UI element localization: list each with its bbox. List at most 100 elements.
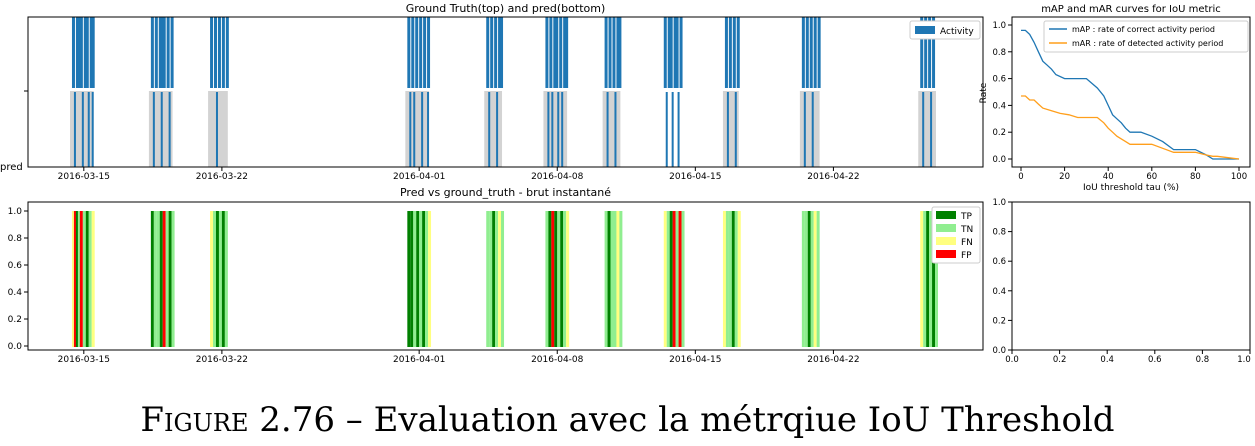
confusion-segment-tn <box>810 211 814 347</box>
confusion-segment-tn <box>923 211 927 347</box>
empty-ytick-label: 0.6 <box>992 257 1006 267</box>
confusion-segment-tn <box>153 211 157 347</box>
ground-truth-bar <box>667 17 671 88</box>
pred-bar <box>409 92 412 167</box>
confusion-segment-tn <box>419 211 423 347</box>
metrics-ytick-label: 1.0 <box>992 21 1006 31</box>
ground-truth-bar <box>498 17 502 88</box>
pred-bar <box>168 92 171 167</box>
confusion-segment-tn <box>935 211 939 347</box>
metrics-ytick-label: 0.6 <box>992 75 1006 85</box>
confusion-segment-fn <box>722 211 726 347</box>
metrics-title: mAP and mAR curves for IoU metric <box>1041 4 1221 15</box>
confusion-segment-tn <box>563 211 567 347</box>
confusion-segment-tp <box>731 211 735 347</box>
confusion-frame <box>27 201 984 351</box>
ground-truth-bar <box>805 17 809 88</box>
confusion-segment-fp <box>678 211 682 347</box>
confusion-segment-tp <box>407 211 411 347</box>
legend-activity-swatch <box>915 26 935 34</box>
ground-truth-bar <box>545 17 549 88</box>
empty-ytick-label: 1.0 <box>992 198 1006 208</box>
confusion-segment-tp <box>926 211 930 347</box>
caption-prefix: Figure 2.76 <box>140 400 335 440</box>
confusion-segment-tn <box>82 211 86 347</box>
confusion-xtick-label: 2016-03-15 <box>58 355 110 365</box>
figure-caption: Figure 2.76 – Evaluation avec la métrqiu… <box>0 400 1255 440</box>
ground-truth-bar <box>411 17 415 88</box>
pred-bar <box>81 92 84 167</box>
legend-fp-swatch <box>936 250 956 258</box>
confusion-xtick-label: 2016-04-08 <box>531 355 584 365</box>
confusion-segment-tp <box>85 211 89 347</box>
ground-truth-bar <box>928 17 932 88</box>
confusion-segment-tn <box>725 211 729 347</box>
confusion-ytick-label: 1.0 <box>8 207 23 217</box>
pred-bar <box>73 92 76 167</box>
timeline-legend-box <box>909 20 981 40</box>
figure-canvas: Ground Truth(top) and pred(bottom) pred Ac… <box>0 2 1251 365</box>
confusion-segment-fn <box>737 211 741 347</box>
pred-bar <box>87 92 90 167</box>
ground-truth-bar <box>494 17 498 88</box>
metrics-ytick-label: 0.8 <box>992 48 1006 58</box>
ground-truth-bar <box>150 17 154 88</box>
pred-bar <box>671 92 674 167</box>
confusion-segment-tn <box>929 211 933 347</box>
confusion-segment-tn <box>816 211 820 347</box>
ground-truth-bar <box>210 17 214 88</box>
ground-truth-bar <box>604 17 608 88</box>
metrics-ytick-label: 0.2 <box>992 128 1006 138</box>
legend-fn-label: FN <box>961 238 973 248</box>
pred-bar <box>427 92 430 167</box>
ground-truth-bar <box>673 17 677 88</box>
confusion-segment-tp <box>159 211 163 347</box>
ground-truth-bar <box>924 17 928 88</box>
ground-truth-bar <box>166 17 170 88</box>
confusion-segment-tn <box>77 211 81 347</box>
pred-bar <box>557 92 560 167</box>
confusion-segment-tn <box>681 211 685 347</box>
legend-mAP-label: mAP : rate of correct activity period <box>1072 25 1215 34</box>
ground-truth-bar <box>563 17 567 88</box>
ground-truth-bar <box>553 17 557 88</box>
ground-truth-bar <box>486 17 490 88</box>
pred-bar <box>614 92 617 167</box>
confusion-segment-tn <box>728 211 732 347</box>
confusion-segment-tn <box>489 211 493 347</box>
metrics-xtick-label: 0 <box>1018 172 1023 182</box>
ground-truth-bar <box>500 17 504 88</box>
confusion-xtick-label: 2016-04-15 <box>669 355 721 365</box>
metrics-ylabel: Rate <box>979 82 989 103</box>
timeline-xtick-label: 2016-04-22 <box>807 172 859 182</box>
pred-period-band <box>543 91 568 167</box>
confusion-segment-tn <box>495 211 499 347</box>
ground-truth-bar <box>932 17 936 88</box>
legend-tn-swatch <box>936 224 956 232</box>
mAP-line <box>1021 29 1239 160</box>
pred-bar <box>551 92 554 167</box>
ground-truth-bar <box>415 17 419 88</box>
empty-ytick-label: 0.0 <box>992 346 1006 356</box>
timeline-frame <box>27 16 984 168</box>
confusion-segment-tn <box>610 211 614 347</box>
confusion-segment-fp <box>672 211 676 347</box>
confusion-segment-fp <box>551 211 555 347</box>
confusion-segment-tp <box>669 211 673 347</box>
legend-fn-swatch <box>936 237 956 245</box>
ground-truth-bar <box>158 17 162 88</box>
pred-bar <box>803 92 806 167</box>
pred-period-band <box>405 91 430 167</box>
ground-truth-bar <box>559 17 563 88</box>
legend-tp-label: TP <box>960 212 972 222</box>
ground-truth-bar <box>423 17 427 88</box>
ground-truth-bar <box>160 17 164 88</box>
mAR-line <box>1021 95 1240 160</box>
metrics-xtick-label: 40 <box>1103 172 1114 182</box>
ground-truth-bar <box>490 17 494 88</box>
pred-bar <box>922 92 925 167</box>
empty-xtick-label: 1.0 <box>1237 355 1251 365</box>
pred-bar <box>496 92 499 167</box>
confusion-segment-fn <box>616 211 620 347</box>
ground-truth-bar <box>724 17 728 88</box>
